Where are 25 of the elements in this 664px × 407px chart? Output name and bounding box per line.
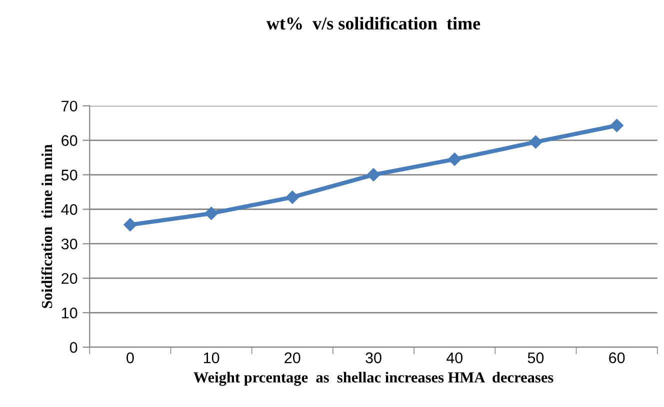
y-tick-label: 70 [62, 100, 78, 112]
y-tick-label: 0 [70, 342, 78, 353]
x-tick-label: 10 [204, 352, 220, 364]
y-tick-label: 10 [62, 308, 78, 318]
y-tick-label: 20 [62, 273, 78, 284]
y-tick-label: 50 [61, 170, 78, 180]
y-tick-label: 40 [61, 204, 78, 215]
point [529, 135, 542, 149]
point [366, 168, 380, 182]
point [204, 206, 218, 220]
x-tick-label: 20 [284, 352, 300, 364]
point [124, 218, 137, 232]
x-tick-label: 40 [446, 352, 463, 364]
x-tick-label: 50 [528, 352, 544, 364]
x-axis-title: Weight prcentage as shellac increases HMA decreases [194, 372, 554, 386]
y-tick-label: 60 [62, 135, 78, 146]
x-tick-label: 0 [126, 352, 134, 364]
y-axis-title: Soidification time in min [41, 144, 52, 308]
point [448, 152, 462, 166]
point [610, 118, 624, 132]
chart-title: wt% v/s solidification time [266, 16, 480, 30]
y-tick-label: 30 [61, 238, 78, 250]
x-tick-label: 60 [609, 352, 625, 364]
x-tick-label: 30 [366, 352, 382, 364]
point [286, 190, 299, 204]
